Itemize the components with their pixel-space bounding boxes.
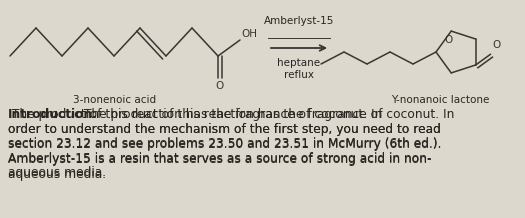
Text: Amberlyst-15: Amberlyst-15: [264, 16, 334, 26]
Text: section 23.12 and see problems 23.50 and 23.51 in McMurry (6th ed.).: section 23.12 and see problems 23.50 and…: [8, 137, 442, 150]
Text: O: O: [215, 81, 223, 91]
Text: O: O: [492, 40, 501, 50]
Text: heptane: heptane: [277, 58, 321, 68]
Text: OH: OH: [241, 29, 257, 39]
Text: 3-nonenoic acid: 3-nonenoic acid: [74, 95, 156, 105]
Text: order to understand the mechanism of the first step, you need to read: order to understand the mechanism of the…: [8, 123, 441, 136]
Text: aqueous media.: aqueous media.: [8, 166, 106, 179]
Text: Y-nonanoic lactone: Y-nonanoic lactone: [391, 95, 489, 105]
Text: Introduction.: Introduction.: [8, 108, 98, 121]
Text: reflux: reflux: [284, 70, 314, 80]
Text: Amberlyst-15 is a resin that serves as a source of strong acid in non-: Amberlyst-15 is a resin that serves as a…: [8, 152, 432, 165]
Text: The product of this reaction has the fragrance of coconut. In: The product of this reaction has the fra…: [80, 108, 454, 121]
Text: O: O: [444, 35, 453, 45]
Text: The product of this reaction has the fragrance of coconut. In
order to understan: The product of this reaction has the fra…: [8, 108, 442, 181]
